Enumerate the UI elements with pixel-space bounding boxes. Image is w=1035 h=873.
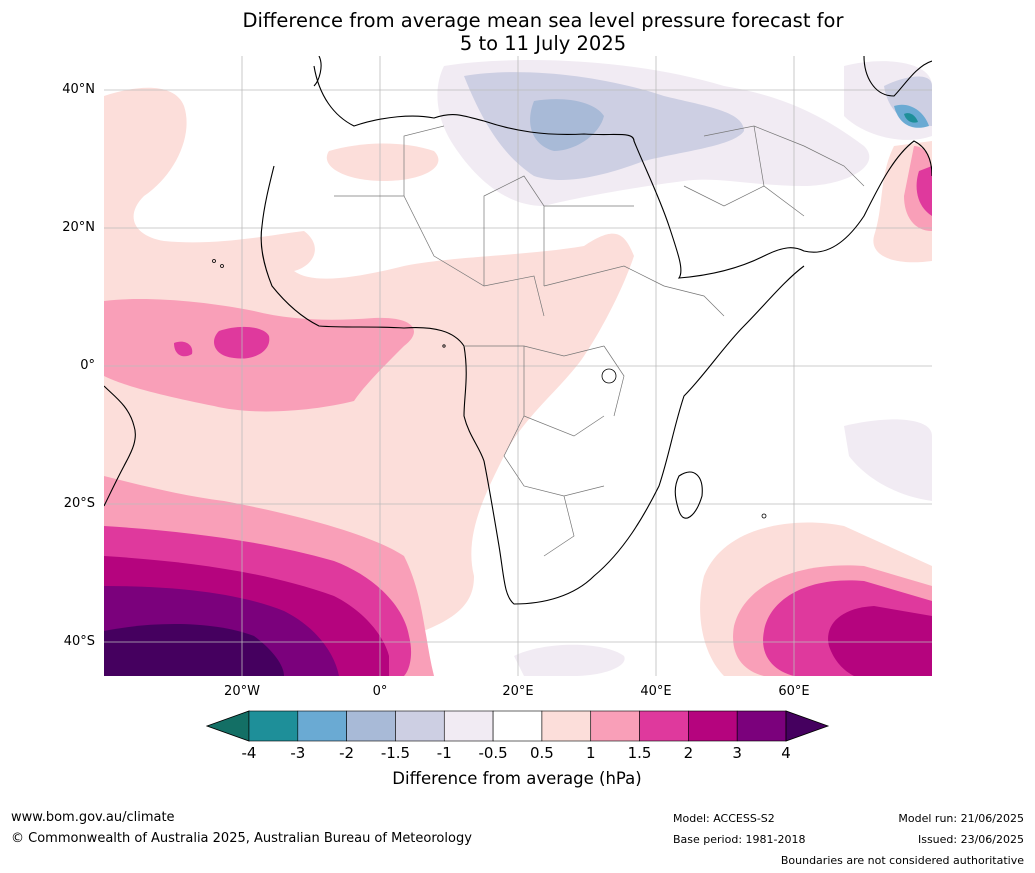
colorbar-tick-label: 4 [781,744,791,762]
colorbar-swatches [205,710,830,742]
colorbar-swatch [639,710,689,742]
footer-model: Model: ACCESS-S2 [673,812,775,825]
lon-label-0: 0° [372,684,388,699]
graticule [104,56,932,676]
colorbar-swatch [443,710,494,742]
colorbar-swatch [346,710,396,742]
chart-title: Difference from average mean sea level p… [0,9,1035,55]
colorbar-tick-label: -3 [290,744,306,762]
lon-label-20w: 20°W [224,684,260,699]
colorbar-label: Difference from average (hPa) [392,769,642,788]
lat-label-20n: 20°N [62,220,95,235]
colorbar-swatch [297,710,347,742]
lat-label-0: 0° [80,358,95,373]
country-borders [334,125,865,557]
footer-copyright: © Commonwealth of Australia 2025, Austra… [11,831,472,846]
footer-base-period: Base period: 1981-2018 [673,833,806,846]
colorbar-arrow-min [205,710,250,742]
colorbar-swatch [492,710,543,742]
colorbar-swatch [541,710,592,742]
title-line-2: 5 to 11 July 2025 [459,32,627,55]
colorbar-swatch [590,710,640,742]
lat-label-20s: 20°S [63,496,95,511]
colorbar-swatch [736,710,787,742]
islands [212,259,767,519]
colorbar-swatch [395,710,445,742]
title-line-1: Difference from average mean sea level p… [242,9,844,32]
footer-model-run: Model run: 21/06/2025 [898,812,1024,825]
colorbar-tick-label: 1.5 [627,744,652,762]
colorbar-tick-label: 1 [585,744,596,762]
colorbar-tick-label: 2 [683,744,694,762]
pressure-anomaly-map [104,56,932,676]
lon-label-20e: 20°E [502,684,534,699]
lat-label-40n: 40°N [62,82,95,97]
colorbar-tick-label: -0.5 [478,744,508,762]
map-canvas [104,56,932,676]
colorbar-tick-label: -1.5 [380,744,411,762]
colorbar-tick-label: -1 [436,744,452,762]
lat-label-40s: 40°S [63,634,95,649]
lon-label-60e: 60°E [778,684,810,699]
colorbar-tick-label: 3 [732,744,742,762]
footer-issued: Issued: 23/06/2025 [917,833,1024,846]
colorbar-tick-label: 0.5 [529,744,554,762]
footer-disclaimer: Boundaries are not considered authoritat… [780,854,1024,867]
colorbar-swatch [688,710,738,742]
colorbar-swatch [248,710,299,742]
colorbar-arrow-max [785,710,830,742]
lon-label-40e: 40°E [640,684,672,699]
colorbar [205,710,830,748]
anomaly-fields [104,60,932,676]
coastlines [104,56,932,605]
colorbar-tick-label: -2 [339,744,355,762]
footer-website: www.bom.gov.au/climate [11,810,175,825]
colorbar-tick-label: -4 [241,744,257,762]
